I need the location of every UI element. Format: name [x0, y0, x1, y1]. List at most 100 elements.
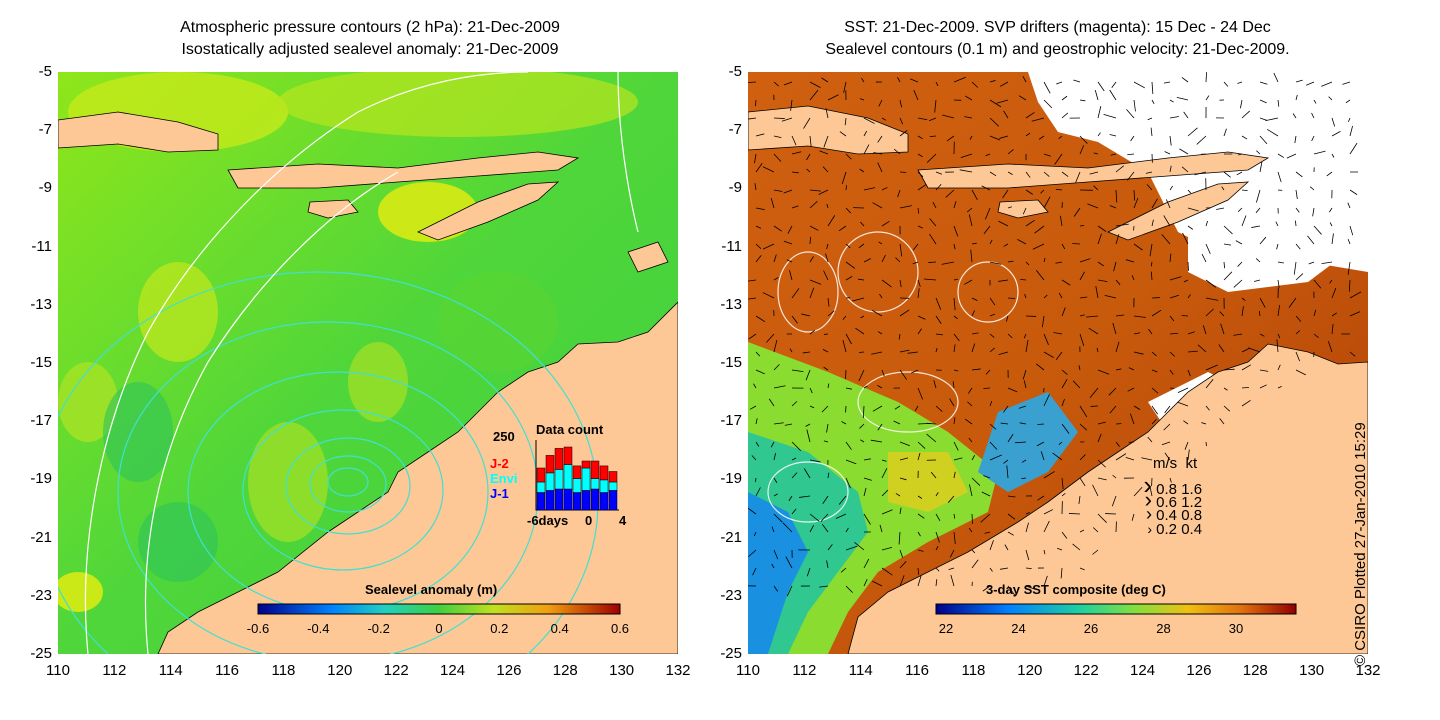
velocity-arrow	[1079, 567, 1085, 571]
velocity-arrow	[1061, 477, 1064, 490]
velocity-arrow	[801, 313, 811, 317]
velocity-arrow	[773, 477, 778, 483]
velocity-arrow	[785, 556, 793, 569]
velocity-arrow	[985, 369, 991, 375]
velocity-arrow	[1149, 243, 1153, 257]
velocity-arrow	[1079, 145, 1085, 155]
velocity-arrow	[1312, 207, 1315, 217]
velocity-arrow	[1025, 112, 1035, 119]
histogram-bar-4-j1	[572, 492, 582, 511]
velocity-arrow	[1205, 405, 1210, 411]
velocity-arrow	[947, 495, 955, 503]
right-y-tick-1: -7	[728, 121, 742, 139]
velocity-arrow	[953, 417, 956, 425]
velocity-arrow	[773, 81, 779, 87]
velocity-arrow	[1079, 423, 1088, 431]
histogram-bar-7-envi	[599, 479, 609, 493]
velocity-arrow	[1329, 222, 1333, 227]
velocity-arrow	[917, 279, 921, 287]
velocity-arrow	[1277, 99, 1280, 107]
velocity-arrow	[1277, 333, 1281, 339]
velocity-arrow	[1295, 273, 1304, 281]
velocity-arrow	[858, 369, 865, 382]
velocity-arrow	[1183, 111, 1189, 119]
velocity-arrow	[1131, 513, 1135, 521]
left-x-tick-4: 118	[271, 662, 296, 679]
velocity-arrow	[827, 215, 836, 227]
velocity-arrow	[1169, 294, 1179, 299]
velocity-arrow	[1313, 333, 1319, 339]
histogram-bar-8-envi	[608, 481, 618, 491]
velocity-arrow	[806, 168, 811, 173]
velocity-arrow	[1104, 294, 1117, 299]
velocity-arrow	[989, 454, 1002, 461]
left-map-svg	[58, 72, 678, 654]
left-x-tick-9: 128	[552, 662, 578, 679]
velocity-arrow	[1294, 135, 1297, 144]
velocity-arrow	[1327, 341, 1333, 353]
velocity-arrow	[917, 575, 922, 587]
velocity-arrow	[863, 187, 876, 191]
histogram-xlabel-end: 4	[619, 513, 627, 528]
velocity-arrow	[999, 135, 1009, 139]
velocity-arrow	[1223, 271, 1233, 281]
velocity-arrow	[949, 549, 955, 558]
velocity-arrow	[953, 225, 959, 237]
velocity-arrow	[877, 135, 883, 143]
java-island-right	[748, 105, 909, 155]
velocity-arrow	[1053, 332, 1063, 335]
velocity-arrow	[1177, 401, 1189, 407]
velocity-arrow	[755, 162, 763, 173]
velocity-arrow	[773, 135, 782, 139]
right-title-line2: Sealevel contours (0.1 m) and geostrophi…	[825, 41, 1290, 58]
velocity-arrow	[1241, 364, 1252, 371]
velocity-arrow	[809, 405, 815, 409]
velocity-arrow	[1313, 225, 1322, 235]
right-y-tick-10: -25	[720, 645, 742, 662]
velocity-arrow	[1295, 94, 1298, 101]
velocity-arrow	[755, 418, 758, 425]
histogram-title: Data count	[536, 422, 604, 437]
velocity-arrow	[929, 233, 937, 245]
velocity-arrow	[1197, 344, 1207, 353]
velocity-arrow	[899, 507, 902, 515]
velocity-arrow	[964, 279, 973, 285]
histogram-bar-0-j1	[536, 492, 546, 511]
velocity-arrow	[755, 351, 761, 357]
velocity-arrow	[1079, 135, 1088, 144]
velocity-arrow	[945, 189, 955, 198]
velocity-arrow	[1147, 117, 1153, 121]
velocity-arrow	[1248, 347, 1261, 353]
velocity-arrow	[1223, 405, 1231, 412]
velocity-arrow	[964, 116, 973, 119]
velocity-arrow	[942, 114, 955, 119]
velocity-arrow	[1079, 454, 1086, 461]
velocity-arrow	[1201, 422, 1207, 425]
velocity-arrow	[1220, 323, 1225, 335]
velocity-arrow	[1169, 99, 1174, 103]
velocity-arrow	[1326, 171, 1333, 177]
velocity-arrow	[935, 545, 939, 551]
velocity-arrow	[1115, 165, 1125, 173]
velocity-arrow	[953, 457, 963, 461]
velocity-arrow	[766, 333, 775, 343]
velocity-arrow	[1007, 513, 1016, 520]
velocity-arrow	[1241, 135, 1248, 140]
velocity-arrow	[913, 90, 919, 101]
velocity-arrow	[823, 270, 829, 281]
velocity-arrow	[748, 549, 757, 557]
velocity-arrow	[1058, 135, 1063, 140]
velocity-arrow	[1133, 405, 1141, 410]
velocity-arrow	[1025, 132, 1031, 137]
velocity-arrow	[989, 99, 1002, 108]
velocity-arrow	[754, 153, 757, 164]
velocity-legend-row-1: › 0.6 1.2	[1130, 487, 1202, 513]
velocity-arrow	[791, 508, 797, 515]
velocity-arrow	[969, 484, 973, 497]
velocity-arrow	[1017, 238, 1027, 245]
velocity-arrow	[791, 205, 799, 209]
velocity-arrow	[1014, 441, 1027, 444]
velocity-arrow	[1237, 207, 1243, 212]
velocity-arrow	[1127, 171, 1135, 181]
velocity-arrow	[1187, 294, 1191, 299]
